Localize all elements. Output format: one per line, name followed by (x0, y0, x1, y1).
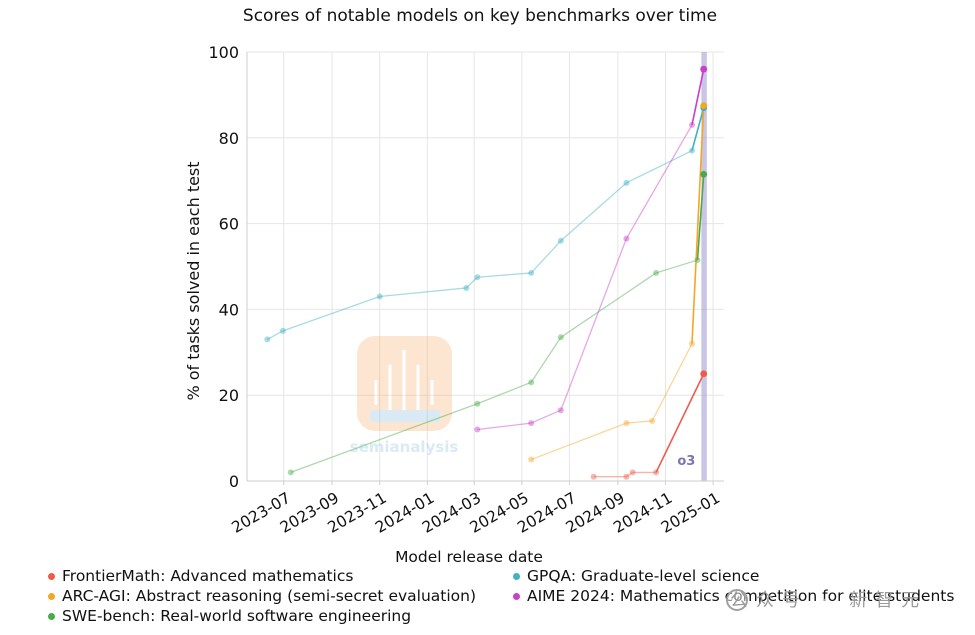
y-tick-label: 60 (219, 215, 239, 234)
o3-band (701, 52, 707, 481)
data-point (623, 420, 630, 427)
legend-marker (48, 572, 55, 580)
legend-marker (513, 592, 520, 600)
series-segment (691, 105, 705, 344)
data-point (700, 170, 708, 178)
series-segment (560, 272, 657, 338)
data-point (688, 340, 695, 347)
series-segment (477, 381, 532, 405)
data-point (649, 417, 656, 424)
legend-label: SWE-bench: Real-world software engineeri… (62, 607, 412, 625)
series-segment (626, 150, 693, 184)
data-point (264, 336, 271, 343)
legend-label: FrontierMath: Advanced mathematics (62, 567, 354, 585)
legend-marker (513, 572, 520, 580)
data-point (474, 400, 481, 407)
series-segment (560, 238, 628, 411)
y-tick-label: 40 (219, 300, 239, 319)
legend-item: ARC-AGI: Abstract reasoning (semi-secret… (48, 587, 476, 605)
x-axis-label: Model release date (395, 548, 543, 566)
data-point (474, 426, 481, 433)
chart-title: Scores of notable models on key benchmar… (243, 6, 717, 26)
series-segment (282, 295, 380, 332)
legend-marker (48, 612, 55, 620)
series-segment (655, 259, 698, 274)
y-tick-label: 80 (219, 129, 239, 148)
data-point (688, 121, 695, 128)
series-segment (530, 409, 562, 424)
data-point (653, 269, 660, 276)
series-segment (651, 343, 693, 422)
legend-marker (48, 592, 55, 600)
series-segment (379, 287, 467, 298)
data-point (474, 274, 481, 281)
series-segment (691, 68, 705, 126)
data-point (700, 370, 708, 378)
data-point (623, 235, 630, 242)
data-point (279, 327, 286, 334)
o3-highlight-band: o3 (677, 52, 707, 481)
series-segment (530, 240, 562, 274)
data-point (700, 102, 708, 110)
series-segment (626, 420, 653, 424)
data-point (528, 269, 535, 276)
series-segment (266, 330, 284, 340)
data-point (623, 473, 630, 480)
series-segment (530, 336, 562, 383)
o3-label: o3 (677, 454, 695, 469)
legend-item: GPQA: Graduate-level science (513, 567, 759, 585)
series-segment (290, 403, 478, 474)
series-segment (626, 471, 634, 478)
social-watermark: 公众号 · 新智元 (730, 590, 928, 611)
data-point (463, 284, 470, 291)
series-segment (655, 373, 705, 473)
series-segment (560, 182, 627, 242)
series-segment (696, 174, 705, 261)
series-segment (477, 272, 532, 278)
data-point (557, 334, 564, 341)
grid (247, 51, 724, 482)
data-point (688, 147, 695, 154)
data-point (590, 473, 597, 480)
data-point (700, 65, 708, 73)
data-point (528, 456, 535, 463)
data-point (287, 469, 294, 476)
semianalysis-watermark-text: semianalysis (350, 438, 459, 456)
y-tick-label: 20 (219, 386, 239, 405)
series-segment (465, 276, 478, 289)
data-point (528, 420, 535, 427)
legend-label: ARC-AGI: Abstract reasoning (semi-secret… (62, 587, 477, 605)
series-segment (477, 422, 532, 431)
data-point (376, 293, 383, 300)
watermark-icon (726, 589, 748, 611)
legend-label: GPQA: Graduate-level science (527, 567, 760, 585)
data-point (629, 469, 636, 476)
y-axis-label: % of tasks solved in each test (184, 161, 203, 400)
series-points (264, 65, 708, 480)
y-tick-label: 100 (208, 43, 239, 62)
series-segment (691, 107, 705, 151)
data-point (557, 407, 564, 414)
series-segment (530, 422, 627, 461)
data-point (653, 469, 660, 476)
semianalysis-logo: semianalysis (350, 336, 459, 456)
data-point (557, 237, 564, 244)
legend-item: FrontierMath: Advanced mathematics (48, 567, 353, 585)
data-point (528, 379, 535, 386)
data-point (623, 179, 630, 186)
data-point (694, 257, 701, 264)
y-tick-label: 0 (229, 472, 239, 491)
series-segment (625, 124, 693, 239)
series-lines (266, 68, 705, 478)
legend-item: SWE-bench: Real-world software engineeri… (48, 607, 411, 625)
